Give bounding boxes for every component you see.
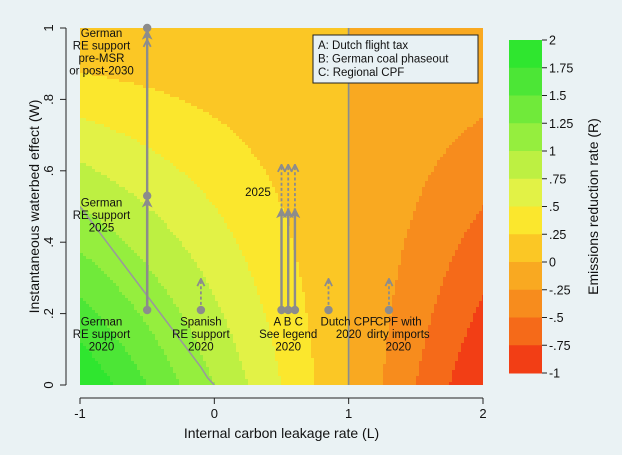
colorbar-band-4 xyxy=(509,151,542,180)
y-tick-label-2: .4 xyxy=(41,237,56,248)
colorbar-title: Emissions reduction rate (R) xyxy=(585,118,601,295)
legend-entry-2: C: Regional CPF xyxy=(318,67,404,79)
point-label-1: German RE support 2025 xyxy=(73,198,131,235)
y-tick-label-0: 0 xyxy=(41,381,56,388)
annotation-layer: German RE support 2020 German RE support 2025… xyxy=(69,23,430,385)
colorbar-tick-label-12: -1 xyxy=(549,367,560,381)
x-axis-title: Internal carbon leakage rate (L) xyxy=(184,425,379,441)
colorbar-band-0 xyxy=(509,40,542,69)
annotation-text-0: 2025 xyxy=(245,187,271,199)
colorbar-band-8 xyxy=(509,262,542,291)
colorbar-band-10 xyxy=(509,317,542,346)
data-point-0 xyxy=(142,305,152,315)
y-tick-label-4: .8 xyxy=(41,94,56,105)
colorbar-band-9 xyxy=(509,289,542,318)
data-point-4 xyxy=(277,305,286,315)
contour-surface xyxy=(80,28,483,385)
plot-area xyxy=(80,28,483,385)
data-point-7 xyxy=(324,305,333,315)
colorbar-tick-label-7: .25 xyxy=(549,228,566,242)
data-point-3 xyxy=(196,305,206,315)
point-label-2: German RE support pre-MSR or post-2030 xyxy=(69,28,134,78)
colorbar-tick-label-11: -.75 xyxy=(549,339,571,353)
x-tick-label-3: 2 xyxy=(479,406,486,421)
colorbar-tick-label-0: 2 xyxy=(549,34,556,48)
colorbar-band-7 xyxy=(509,234,542,263)
colorbar-tick-label-5: .75 xyxy=(549,172,566,186)
axes: 0 .2 .4 .6 .8 1 -1 0 1 2 Internal carbon leakage r… xyxy=(26,24,487,441)
legend: A: Dutch flight tax B: German coal phaseo… xyxy=(312,34,479,84)
legend-entry-0: A: Dutch flight tax xyxy=(318,40,408,52)
colorbar-band-3 xyxy=(509,123,542,152)
x-tick-label-1: 0 xyxy=(211,406,218,421)
colorbar-tick-label-8: 0 xyxy=(549,256,556,270)
y-axis-title: Instantaneous waterbed effect (W) xyxy=(26,100,42,314)
colorbar-tick-label-4: 1 xyxy=(549,145,556,159)
colorbar-tick-label-6: .5 xyxy=(549,200,559,214)
colorbar-band-11 xyxy=(509,345,542,374)
colorbar: 21.751.51.251.75.5.250-.25-.5-.75-1Emiss… xyxy=(509,34,601,381)
point-label-0: German RE support 2020 xyxy=(73,316,131,353)
legend-box xyxy=(312,34,479,84)
colorbar-tick-label-10: -.5 xyxy=(549,311,564,325)
point-label-4: A B C See legend 2020 xyxy=(259,316,317,353)
colorbar-band-5 xyxy=(509,178,542,207)
y-tick-label-5: 1 xyxy=(41,24,56,31)
boundary-curve xyxy=(80,206,215,385)
point-label-7: Dutch CPF 2020 xyxy=(321,316,377,341)
data-point-1 xyxy=(142,191,152,200)
colorbar-tick-label-3: 1.25 xyxy=(549,117,573,131)
colorbar-band-6 xyxy=(509,206,542,235)
colorbar-band-2 xyxy=(509,95,542,124)
x-tick-label-0: -1 xyxy=(74,406,86,421)
legend-entry-1: B: German coal phaseout xyxy=(318,54,449,66)
colorbar-tick-label-9: -.25 xyxy=(549,283,571,297)
x-tick-label-2: 1 xyxy=(345,406,352,421)
point-label-3: Spanish RE support 2020 xyxy=(172,316,230,353)
point-label-8: CPF with dirty imports 2020 xyxy=(367,316,430,353)
y-tick-label-3: .6 xyxy=(41,165,56,176)
colorbar-tick-label-2: 1.5 xyxy=(549,89,566,103)
colorbar-tick-label-1: 1.75 xyxy=(549,61,573,75)
y-tick-label-1: .2 xyxy=(41,308,56,319)
data-point-2 xyxy=(142,23,152,33)
data-point-5 xyxy=(284,305,293,315)
data-point-8 xyxy=(384,305,394,315)
colorbar-band-1 xyxy=(509,67,542,96)
data-point-6 xyxy=(290,305,300,315)
